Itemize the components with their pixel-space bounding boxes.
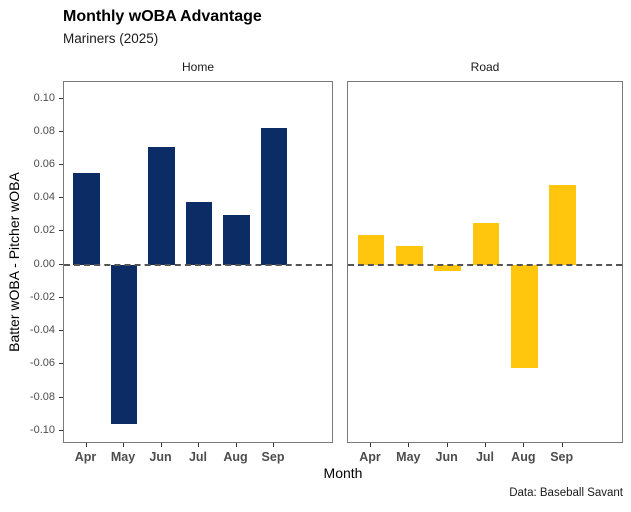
x-axis-title: Month bbox=[323, 465, 363, 481]
x-axis-tick bbox=[485, 443, 486, 447]
x-axis-label-home-aug: Aug bbox=[223, 450, 248, 464]
chart-title: Monthly wOBA Advantage bbox=[63, 8, 262, 25]
y-axis-label: 0.08 bbox=[33, 124, 55, 137]
x-axis-label-home-jun: Jun bbox=[149, 450, 172, 464]
y-axis-label: 0.02 bbox=[33, 224, 55, 237]
facet-strip-home: Home bbox=[181, 60, 214, 74]
y-axis-label: -0.04 bbox=[29, 324, 55, 337]
zero-reference-line bbox=[348, 263, 622, 266]
x-axis-label-home-jul: Jul bbox=[188, 450, 208, 464]
bar-road-may bbox=[395, 246, 423, 265]
x-axis-label-road-jul: Jul bbox=[475, 450, 495, 464]
y-axis-tick bbox=[59, 97, 63, 99]
x-axis-label-home-sep: Sep bbox=[261, 450, 285, 464]
x-axis-label-home-may: May bbox=[110, 450, 136, 464]
x-axis-label-road-sep: Sep bbox=[550, 450, 574, 464]
bar-road-aug bbox=[510, 264, 538, 368]
x-axis-label-road-may: May bbox=[396, 450, 421, 464]
x-axis-tick bbox=[446, 443, 448, 447]
x-axis-tick bbox=[235, 443, 237, 447]
x-axis-tick bbox=[273, 443, 274, 447]
chart-subtitle: Mariners (2025) bbox=[63, 31, 159, 46]
y-axis-tick bbox=[59, 296, 63, 298]
bar-road-jul bbox=[472, 223, 500, 265]
bar-home-jul bbox=[185, 201, 213, 265]
bar-home-aug bbox=[223, 214, 250, 265]
x-axis-tick bbox=[408, 443, 410, 447]
bar-road-sep bbox=[549, 184, 577, 265]
y-axis-label: 0.04 bbox=[33, 191, 55, 204]
bar-home-may bbox=[110, 264, 138, 425]
y-axis-tick bbox=[59, 330, 63, 332]
panel-home bbox=[63, 81, 333, 443]
bar-road-jun bbox=[434, 264, 462, 272]
bar-home-jun bbox=[148, 146, 175, 265]
bar-home-apr bbox=[73, 173, 100, 265]
x-axis-label-road-jun: Jun bbox=[435, 450, 458, 464]
x-axis-tick bbox=[85, 443, 87, 447]
y-axis-tick bbox=[59, 230, 63, 232]
bar-home-sep bbox=[260, 128, 288, 265]
facet-strip-road: Road bbox=[470, 60, 500, 74]
y-axis-tick bbox=[59, 429, 63, 431]
y-axis-tick bbox=[59, 396, 63, 398]
y-axis-label: -0.08 bbox=[29, 390, 55, 403]
chart-caption: Data: Baseball Savant bbox=[509, 487, 623, 499]
y-axis-tick bbox=[59, 164, 63, 166]
bar-road-apr bbox=[357, 234, 385, 265]
y-axis-label: 0.00 bbox=[33, 257, 55, 270]
y-axis-label: -0.10 bbox=[29, 423, 55, 436]
panel-road bbox=[347, 81, 623, 443]
y-axis-label: 0.06 bbox=[33, 158, 55, 171]
x-axis-tick bbox=[370, 443, 371, 447]
y-axis-tick bbox=[59, 197, 63, 199]
x-axis-tick bbox=[523, 443, 525, 447]
y-axis-label: 0.10 bbox=[33, 91, 55, 104]
x-axis-label-road-aug: Aug bbox=[511, 450, 536, 464]
x-axis-tick bbox=[561, 443, 563, 447]
y-axis-label: -0.02 bbox=[29, 290, 55, 303]
zero-reference-line bbox=[64, 263, 332, 266]
x-axis-tick bbox=[198, 443, 199, 447]
y-axis-tick bbox=[59, 263, 63, 265]
x-axis-tick bbox=[160, 443, 162, 447]
y-axis-tick bbox=[59, 363, 63, 365]
y-axis-tick bbox=[59, 130, 63, 132]
x-axis-tick bbox=[123, 443, 124, 447]
y-axis-label: -0.06 bbox=[29, 357, 55, 370]
x-axis-label-road-apr: Apr bbox=[359, 450, 381, 464]
x-axis-label-home-apr: Apr bbox=[74, 450, 97, 464]
